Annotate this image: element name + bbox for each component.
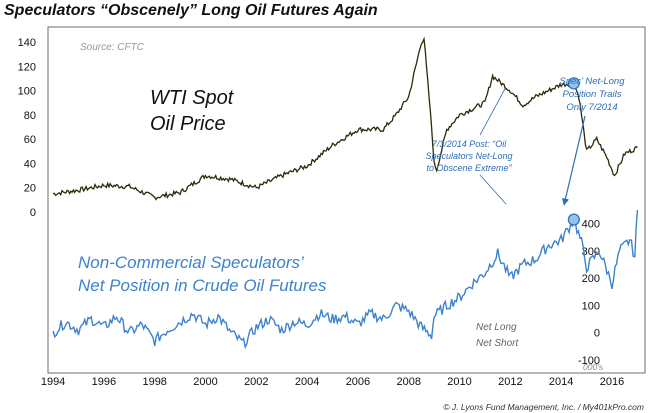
source-note: Source: CFTC [80, 42, 145, 53]
chart-title: Speculators “Obscenely” Long Oil Futures… [4, 2, 378, 19]
x-axis-tick-label: 1994 [41, 376, 65, 388]
right-axis-units: 000's [583, 362, 604, 372]
right-axis-tick-label: 100 [582, 300, 600, 312]
x-axis-tick-label: 1998 [142, 376, 166, 388]
annotation-2014-line2: Speculators Net-Long [425, 151, 512, 161]
highlight-markers [567, 77, 580, 226]
right-axis-tick-label: 400 [582, 219, 600, 231]
net-short-label: Net Short [476, 338, 519, 349]
left-axis-tick-label: 60 [24, 134, 36, 146]
spec-series-label-line1: Non-Commercial Speculators’ [78, 253, 304, 272]
x-axis-tick-label: 2000 [193, 376, 217, 388]
left-axis-tick-label: 120 [18, 61, 36, 73]
series-line-net-position [52, 209, 639, 350]
plot-frame [47, 26, 646, 374]
x-axis-tick-label: 2014 [549, 376, 573, 388]
left-axis-tick-label: 0 [30, 207, 36, 219]
annotation-now-line1: Spec’ Net-Long [560, 76, 626, 87]
annotation-now-line2: Position Trails [563, 89, 622, 100]
oil-series-label-line2: Oil Price [150, 113, 226, 135]
x-axis-tick-label: 2010 [447, 376, 471, 388]
x-axis-tick-label: 2016 [600, 376, 624, 388]
x-axis-tick-label: 2012 [498, 376, 522, 388]
series-lines [52, 36, 639, 350]
left-axis-tick-label: 140 [18, 37, 36, 49]
x-axis-tick-label: 2008 [396, 376, 420, 388]
annotation-now-line3: Only 7/2014 [566, 102, 617, 113]
credit-footer: © J. Lyons Fund Management, Inc. / My401… [443, 402, 644, 412]
annotation-2014-line3: to Obscene Extreme” [426, 163, 512, 173]
left-axis: 0 20 40 60 80 100 120 140 [18, 37, 36, 219]
annotation-2014-line1: 7/3/2014 Post: “Oil [432, 139, 508, 149]
net-position-peak-marker [567, 213, 580, 226]
right-axis-tick-label: 200 [582, 273, 600, 285]
oil-peak-marker [567, 77, 580, 90]
net-long-label: Net Long [476, 322, 517, 333]
annotation-now: Spec’ Net-Long Position Trails Only 7/20… [560, 76, 626, 113]
oil-series-label-line1: WTI Spot [150, 87, 235, 109]
annotation-2014-leader-bottom [479, 174, 507, 205]
series-line-wti-oil [52, 36, 638, 201]
left-axis-tick-label: 40 [24, 158, 36, 170]
right-axis-tick-label: -100 [578, 355, 600, 367]
x-axis-tick-label: 2006 [346, 376, 370, 388]
x-axis-tick-label: 2004 [295, 376, 319, 388]
left-axis-tick-label: 80 [24, 110, 36, 122]
spec-series-label-line2: Net Position in Crude Oil Futures [78, 276, 327, 295]
annotation-now-arrow [561, 115, 586, 206]
x-axis: 1994 1996 1998 2000 2002 2004 2006 2008 2010 2012… [41, 376, 624, 388]
annotation-2014-leader-top [479, 86, 507, 136]
x-axis-tick-label: 2002 [244, 376, 268, 388]
x-axis-tick-label: 1996 [92, 376, 116, 388]
left-axis-tick-label: 20 [24, 183, 36, 195]
left-axis-tick-label: 100 [18, 86, 36, 98]
annotation-2014: 7/3/2014 Post: “Oil Speculators Net-Long… [425, 139, 512, 173]
right-axis-tick-label: 0 [594, 328, 600, 340]
